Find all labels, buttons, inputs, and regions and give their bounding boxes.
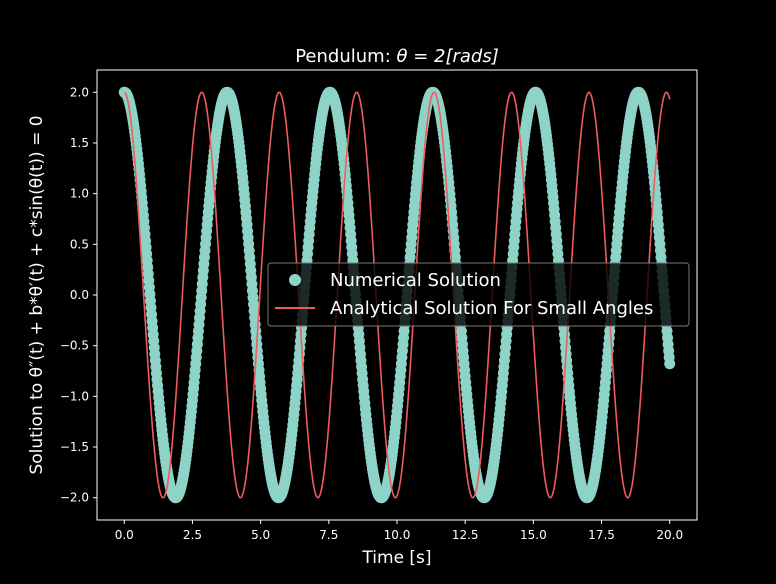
- numerical-solution-point: [664, 358, 675, 369]
- y-tick-label: −2.0: [60, 491, 89, 505]
- chart-title-math: θ = 2[rads]: [396, 46, 498, 67]
- x-tick-label: 10.0: [384, 528, 411, 542]
- legend: Numerical Solution Analytical Solution F…: [268, 263, 689, 326]
- x-tick-label: 2.5: [183, 528, 202, 542]
- x-axis-label: Time [s]: [361, 548, 431, 568]
- legend-marker-numerical: [289, 274, 301, 286]
- x-tick-label: 20.0: [656, 528, 683, 542]
- y-tick-label: 1.0: [70, 187, 89, 201]
- x-tick-label: 7.5: [319, 528, 338, 542]
- y-tick-label: −1.0: [60, 389, 89, 403]
- chart-title-prefix: Pendulum:: [295, 46, 396, 67]
- y-tick-label: 2.0: [70, 85, 89, 99]
- y-tick-label: 1.5: [70, 136, 89, 150]
- y-tick-label: −0.5: [60, 339, 89, 353]
- x-tick-label: 17.5: [588, 528, 615, 542]
- x-tick-label: 15.0: [520, 528, 547, 542]
- y-axis-label: Solution to θ″(t) + b*θ′(t) + c*sin(θ(t)…: [27, 115, 47, 474]
- x-tick-label: 0.0: [115, 528, 134, 542]
- y-tick-label: 0.5: [70, 237, 89, 251]
- legend-label-numerical: Numerical Solution: [330, 270, 501, 291]
- x-tick-label: 5.0: [251, 528, 270, 542]
- y-tick-label: 0.0: [70, 288, 89, 302]
- legend-label-analytical: Analytical Solution For Small Angles: [330, 298, 653, 319]
- y-tick-label: −1.5: [60, 440, 89, 454]
- x-tick-label: 12.5: [452, 528, 479, 542]
- chart-title: Pendulum: θ = 2[rads]: [295, 46, 499, 67]
